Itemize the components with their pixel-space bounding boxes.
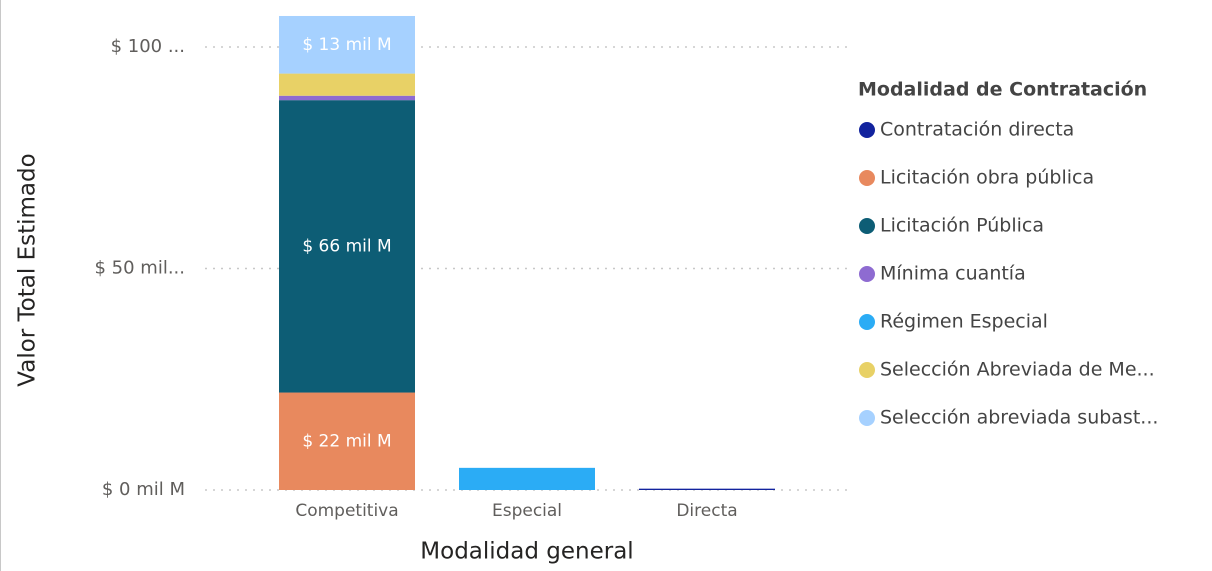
legend-title: Modalidad de Contratación bbox=[858, 79, 1147, 101]
y-axis-title: Valor Total Estimado bbox=[15, 153, 41, 386]
data-label: $ 22 mil M bbox=[302, 431, 391, 451]
legend-label: Licitación Pública bbox=[880, 215, 1044, 237]
bar-segment bbox=[279, 95, 415, 101]
legend-marker bbox=[859, 266, 875, 282]
x-tick-label: Competitiva bbox=[295, 501, 398, 521]
legend-marker bbox=[859, 314, 875, 330]
legend-label: Mínima cuantía bbox=[880, 263, 1026, 285]
legend-label: Selección abreviada subast... bbox=[880, 407, 1158, 429]
legend-label: Régimen Especial bbox=[880, 311, 1048, 333]
bar-segment bbox=[459, 467, 595, 490]
legend-marker bbox=[859, 410, 875, 426]
x-tick-label: Directa bbox=[676, 501, 737, 521]
bar-segment bbox=[639, 488, 775, 490]
x-axis-title: Modalidad general bbox=[420, 539, 633, 565]
data-label: $ 13 mil M bbox=[302, 35, 391, 55]
y-tick-label: $ 100 ... bbox=[111, 36, 185, 57]
legend-marker bbox=[859, 170, 875, 186]
legend-marker bbox=[859, 218, 875, 234]
y-tick-label: $ 50 mil... bbox=[94, 258, 185, 279]
bar-segment bbox=[279, 73, 415, 96]
legend-marker bbox=[859, 122, 875, 138]
data-label: $ 66 mil M bbox=[302, 236, 391, 256]
legend-label: Contratación directa bbox=[880, 119, 1074, 141]
legend-label: Licitación obra pública bbox=[880, 167, 1094, 189]
bar-segment bbox=[279, 15, 415, 74]
bar-segment bbox=[279, 100, 415, 393]
bar-segment bbox=[279, 392, 415, 490]
legend-label: Selección Abreviada de Me... bbox=[880, 359, 1155, 381]
y-tick-label: $ 0 mil M bbox=[102, 479, 185, 500]
legend-marker bbox=[859, 362, 875, 378]
x-tick-label: Especial bbox=[492, 501, 562, 521]
